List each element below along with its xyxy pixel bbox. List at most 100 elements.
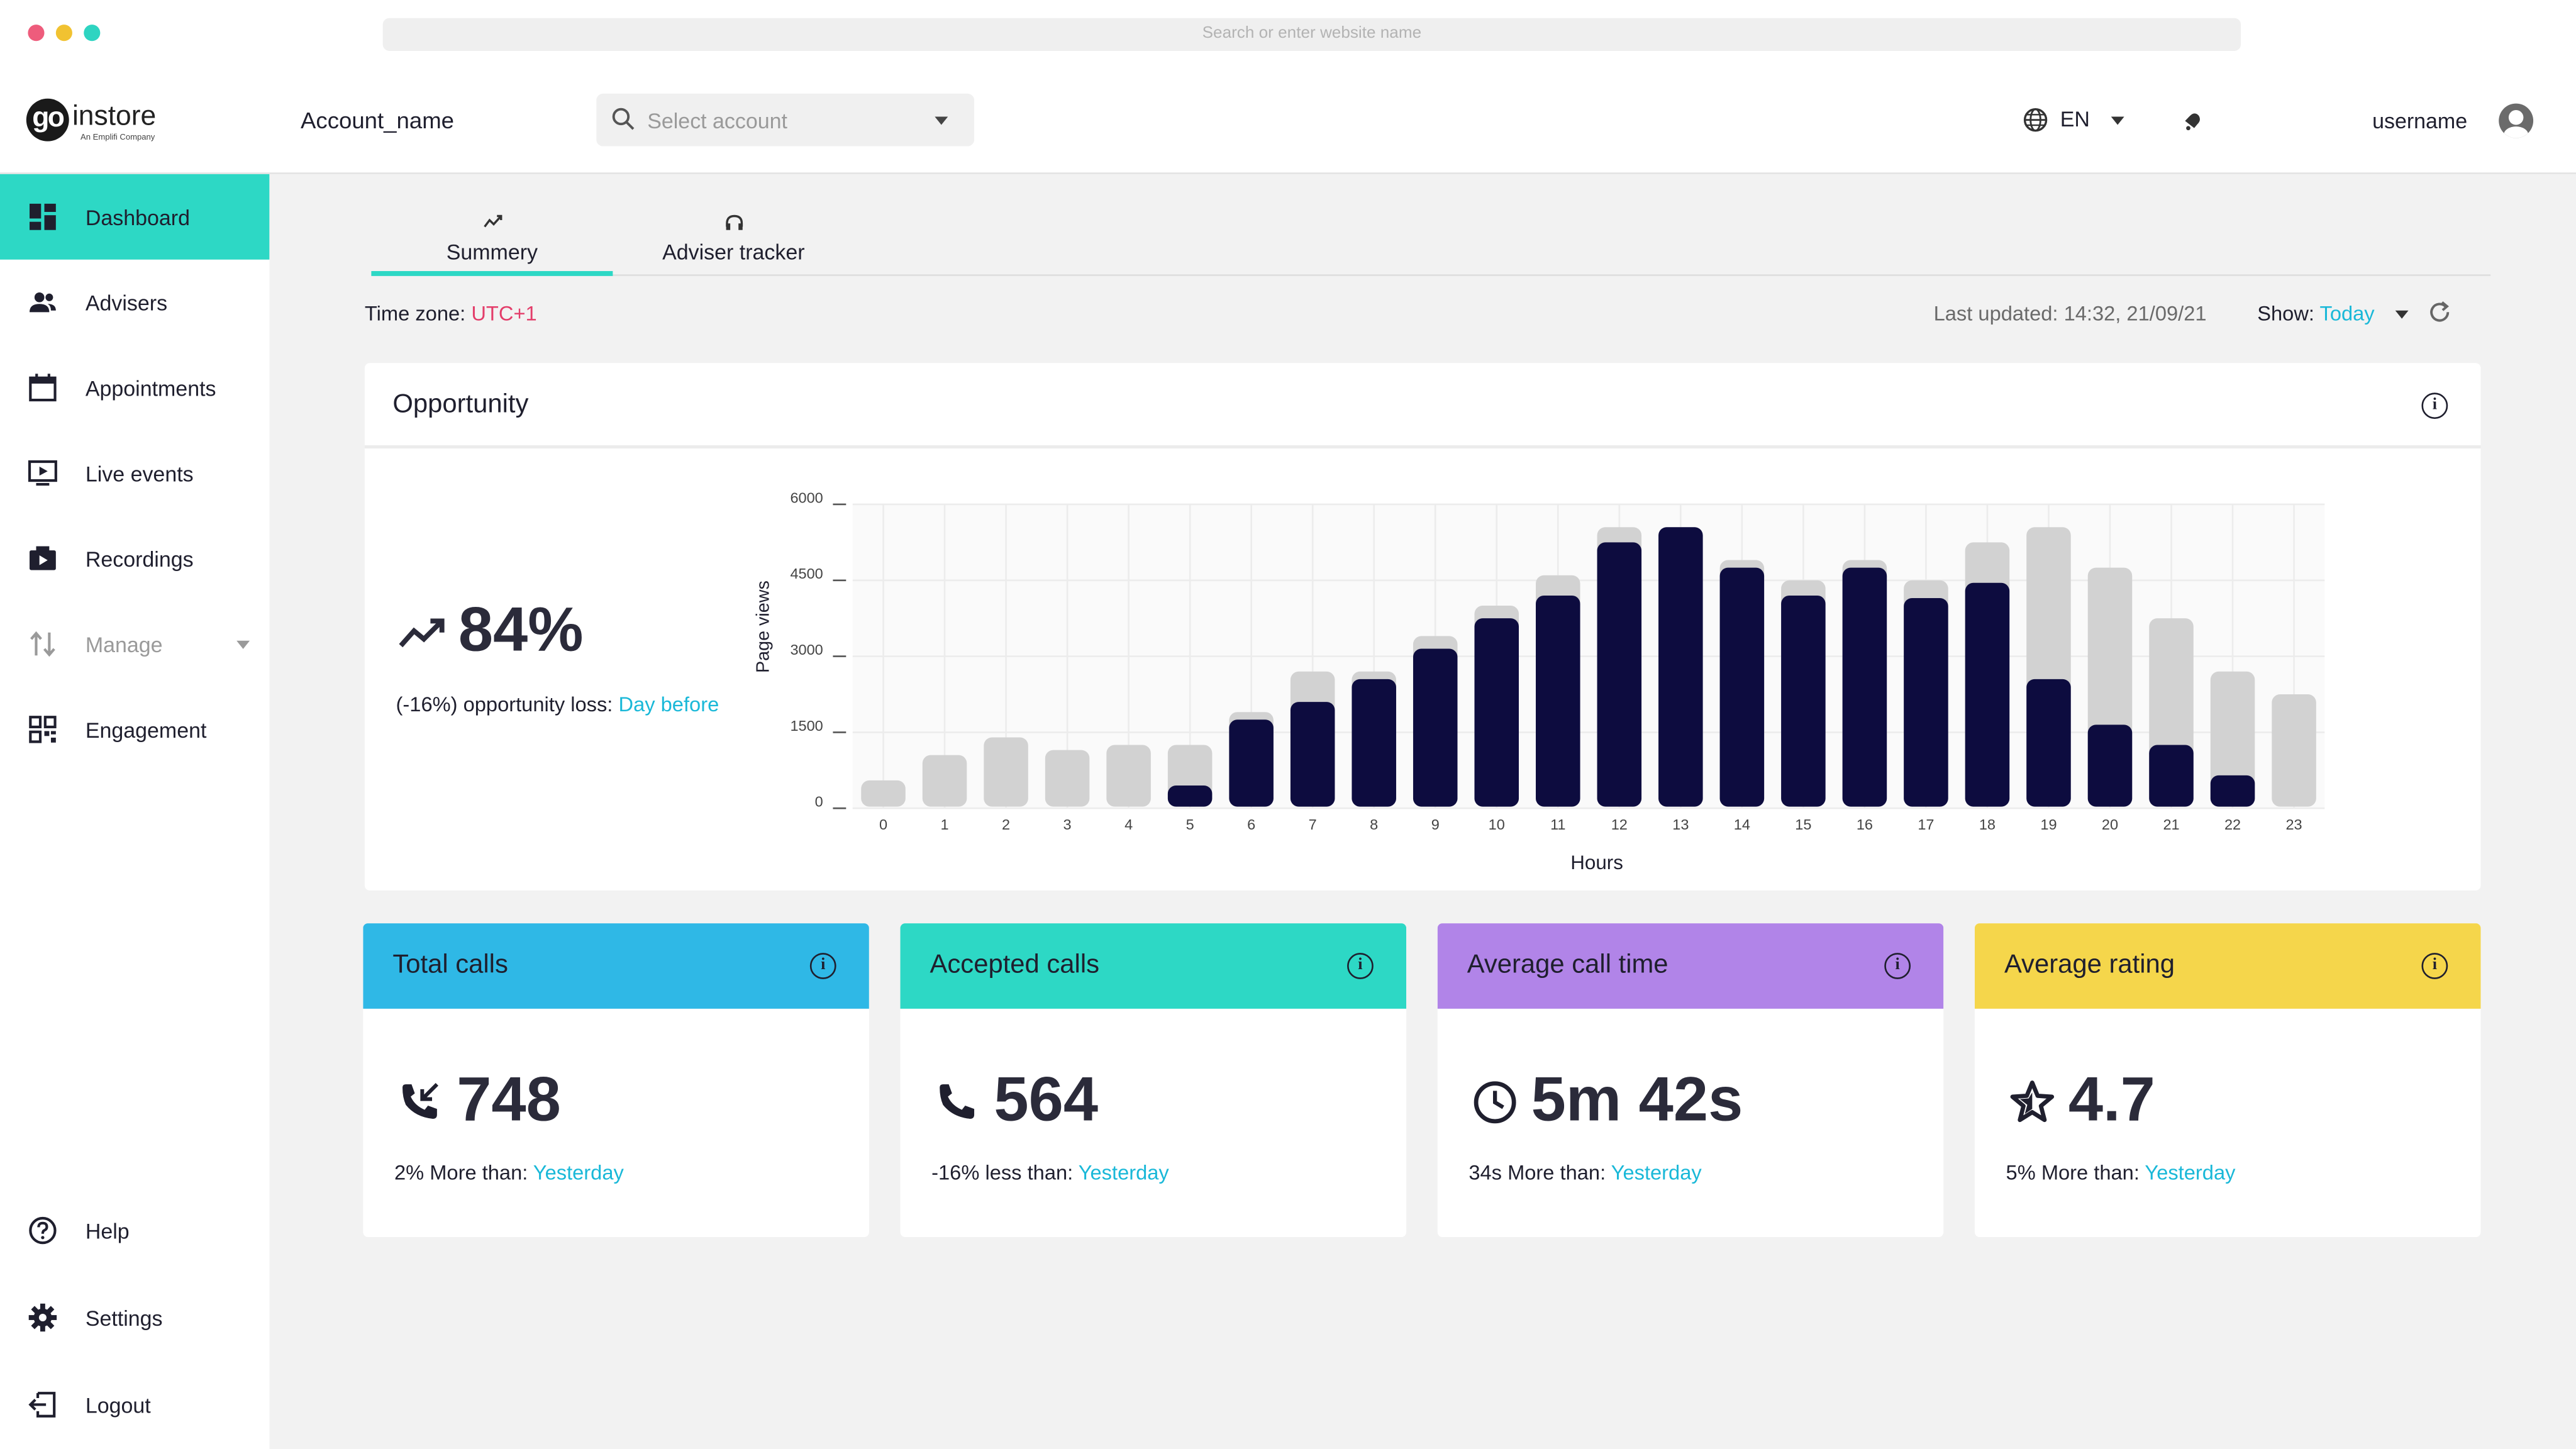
kpi-note-text: 2% More than: xyxy=(394,1161,528,1185)
clock-icon xyxy=(1474,1081,1516,1124)
x-tick-label: 6 xyxy=(1247,816,1255,833)
select-account-dropdown[interactable]: Select account xyxy=(596,93,975,147)
bar-current xyxy=(1167,785,1213,807)
yesterday-link[interactable]: Yesterday xyxy=(533,1161,624,1185)
day-before-link[interactable]: Day before xyxy=(618,693,719,716)
avatar[interactable] xyxy=(2499,103,2534,138)
x-tick-label: 11 xyxy=(1550,816,1565,833)
kpi-title: Accepted calls xyxy=(930,951,1100,979)
sidebar-item-appointments[interactable]: Appointments xyxy=(0,345,269,431)
x-tick-label: 2 xyxy=(1002,816,1010,833)
yesterday-link[interactable]: Yesterday xyxy=(1611,1161,1702,1185)
live-icon xyxy=(28,460,57,486)
sidebar-item-help[interactable]: Help xyxy=(0,1188,269,1274)
kpi-value: 564 xyxy=(994,1066,1099,1136)
sidebar-item-recordings[interactable]: Recordings xyxy=(0,516,269,601)
x-tick-label: 7 xyxy=(1309,816,1317,833)
tab-bar: Summery Adviser tracker xyxy=(371,207,2491,276)
info-icon[interactable]: i xyxy=(1347,953,1374,979)
info-icon[interactable]: i xyxy=(2421,953,2448,979)
bar-current xyxy=(1536,595,1580,807)
yesterday-link[interactable]: Yesterday xyxy=(1078,1161,1169,1185)
refresh-icon[interactable] xyxy=(2426,299,2453,325)
x-tick-label: 23 xyxy=(2285,816,2302,833)
y-tick-label: 3000 xyxy=(790,641,823,658)
bar-previous xyxy=(1045,750,1090,807)
bar-current xyxy=(2149,745,2194,807)
gear-icon xyxy=(28,1303,57,1332)
sidebar-item-logout[interactable]: Logout xyxy=(0,1362,269,1448)
notification-bell-icon[interactable] xyxy=(2182,108,2205,131)
bar-previous xyxy=(2210,671,2255,807)
x-tick-label: 13 xyxy=(1672,816,1689,833)
sidebar-item-advisers[interactable]: Advisers xyxy=(0,260,269,345)
account-name: Account_name xyxy=(301,106,455,133)
y-axis-label: Page views xyxy=(753,580,774,673)
show-period-selector[interactable]: Show: Today xyxy=(2257,303,2374,326)
bar-current xyxy=(1229,719,1274,807)
x-tick-label: 1 xyxy=(941,816,949,833)
bar-previous xyxy=(922,755,967,807)
y-tick-label: 6000 xyxy=(790,489,823,506)
kpi-header: Average rating i xyxy=(1974,923,2481,1009)
x-tick-label: 18 xyxy=(1979,816,1996,833)
kpi-value: 748 xyxy=(457,1066,561,1136)
people-icon xyxy=(30,292,56,313)
last-updated: Last updated: 14:32, 21/09/21 xyxy=(1933,302,2207,326)
sidebar-item-label: Live events xyxy=(85,462,194,487)
opportunity-note-text: (-16%) opportunity loss: xyxy=(396,693,613,716)
sidebar-item-label: Engagement xyxy=(85,718,207,743)
opportunity-card: Opportunity i 84% (-16%) opportunity los… xyxy=(364,363,2481,891)
bar-current xyxy=(2087,724,2133,807)
logout-icon xyxy=(28,1392,56,1418)
bar-previous xyxy=(2272,694,2316,807)
headset-icon xyxy=(613,214,854,237)
top-header: go instore An Emplifi Company Account_na… xyxy=(0,65,2576,174)
close-window-button[interactable] xyxy=(28,25,45,42)
info-icon[interactable]: i xyxy=(1884,953,1911,979)
minimize-window-button[interactable] xyxy=(55,25,72,42)
sidebar-item-live-events[interactable]: Live events xyxy=(0,430,269,516)
username[interactable]: username xyxy=(2372,108,2468,133)
kpi-title: Total calls xyxy=(392,951,508,979)
sidebar-item-settings[interactable]: Settings xyxy=(0,1275,269,1360)
sidebar-item-label: Dashboard xyxy=(85,205,190,230)
timezone-label: Time zone: xyxy=(364,302,466,326)
kpi-card-accepted-calls: Accepted calls i 564 -16% less than: Yes… xyxy=(900,923,1407,1238)
logo-mark: go xyxy=(26,98,69,142)
logo-subtitle: An Emplifi Company xyxy=(80,133,155,143)
sidebar-item-manage[interactable]: Manage xyxy=(0,601,269,687)
timezone-value: UTC+1 xyxy=(471,302,537,326)
x-tick-label: 12 xyxy=(1611,816,1628,833)
x-tick-label: 5 xyxy=(1186,816,1194,833)
kpi-note-text: 5% More than: xyxy=(2006,1161,2140,1185)
x-tick-label: 8 xyxy=(1370,816,1378,833)
bar-previous xyxy=(984,737,1028,807)
kpi-note: 5% More than: Yesterday xyxy=(2006,1162,2236,1185)
x-tick-label: 17 xyxy=(1918,816,1934,833)
address-bar[interactable]: Search or enter website name xyxy=(382,18,2241,51)
tab-summery[interactable]: Summery xyxy=(371,207,613,276)
tab-adviser-tracker[interactable]: Adviser tracker xyxy=(613,207,854,276)
maximize-window-button[interactable] xyxy=(84,25,101,42)
x-tick-label: 21 xyxy=(2163,816,2179,833)
kpi-header: Average call time i xyxy=(1437,923,1944,1009)
x-tick-label: 9 xyxy=(1431,816,1440,833)
info-icon[interactable]: i xyxy=(809,953,836,979)
chevron-down-icon[interactable] xyxy=(2395,310,2409,319)
calendar-icon xyxy=(29,374,57,402)
opportunity-value: 84% xyxy=(458,596,584,665)
kpi-header: Accepted calls i xyxy=(900,923,1407,1009)
yesterday-link[interactable]: Yesterday xyxy=(2145,1161,2236,1185)
bar-current xyxy=(1597,542,1642,807)
trend-up-icon xyxy=(399,618,445,648)
sidebar-item-engagement[interactable]: Engagement xyxy=(0,687,269,772)
recordings-icon xyxy=(30,546,56,570)
info-icon[interactable]: i xyxy=(2421,392,2448,419)
bar-current xyxy=(1781,595,1826,807)
kpi-title: Average call time xyxy=(1467,951,1668,979)
sidebar-item-dashboard[interactable]: Dashboard xyxy=(0,174,270,260)
bar-current xyxy=(1474,618,1519,807)
bar-current xyxy=(1719,567,1765,807)
logo[interactable]: go instore An Emplifi Company xyxy=(26,98,174,148)
